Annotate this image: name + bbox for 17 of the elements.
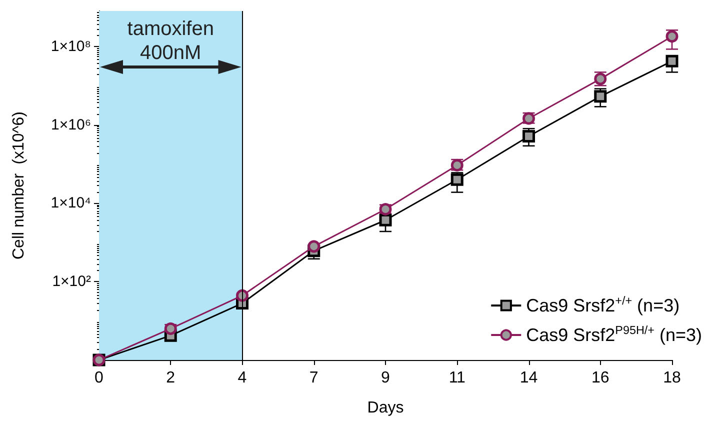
x-tick-label: 11 — [448, 370, 466, 386]
x-axis-title: Days — [367, 400, 404, 416]
x-tick-label: 14 — [520, 370, 538, 386]
legend-label: Cas9 Srsf2+/+ (n=3) — [526, 294, 680, 316]
x-tick-label: 4 — [238, 370, 247, 386]
band-label: tamoxifen 400nM — [127, 18, 214, 64]
x-tick-label: 16 — [591, 370, 610, 386]
y-axis-title: Cell number (x10^6) — [10, 111, 28, 260]
x-tick-label: 2 — [166, 370, 176, 386]
x-tick-label: 0 — [94, 370, 104, 386]
y-tick-label: 1×10⁸ — [50, 38, 91, 55]
y-tick-label: 1×10⁴ — [50, 194, 91, 212]
y-tick-label: 1×10⁶ — [51, 116, 91, 134]
x-tick-label: 9 — [381, 370, 390, 386]
y-tick-label: 1×10² — [52, 273, 91, 290]
x-tick-label: 18 — [663, 370, 681, 386]
x-tick-label: 7 — [309, 370, 318, 386]
